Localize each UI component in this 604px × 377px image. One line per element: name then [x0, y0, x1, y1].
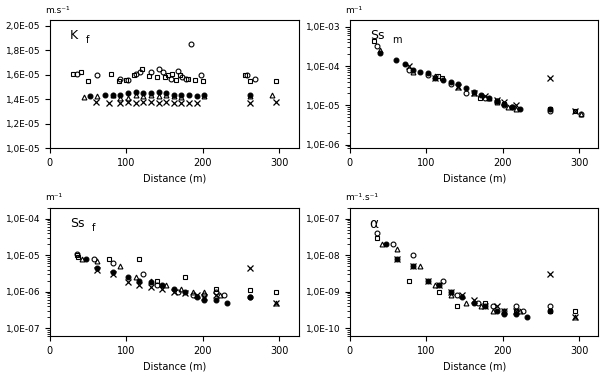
Text: f: f	[92, 223, 95, 233]
Text: Ss: Ss	[70, 217, 85, 230]
Text: f: f	[86, 35, 89, 45]
Text: m⁻¹.s⁻¹: m⁻¹.s⁻¹	[345, 193, 378, 202]
Text: α: α	[370, 217, 379, 231]
Text: m: m	[392, 35, 402, 45]
Text: m.s⁻¹: m.s⁻¹	[45, 6, 69, 15]
X-axis label: Distance (m): Distance (m)	[143, 174, 206, 184]
X-axis label: Distance (m): Distance (m)	[443, 174, 506, 184]
Text: K: K	[70, 29, 78, 42]
X-axis label: Distance (m): Distance (m)	[143, 362, 206, 371]
Text: m⁻¹: m⁻¹	[45, 193, 62, 202]
X-axis label: Distance (m): Distance (m)	[443, 362, 506, 371]
Text: Ss: Ss	[370, 29, 384, 42]
Text: m⁻¹: m⁻¹	[345, 6, 362, 15]
